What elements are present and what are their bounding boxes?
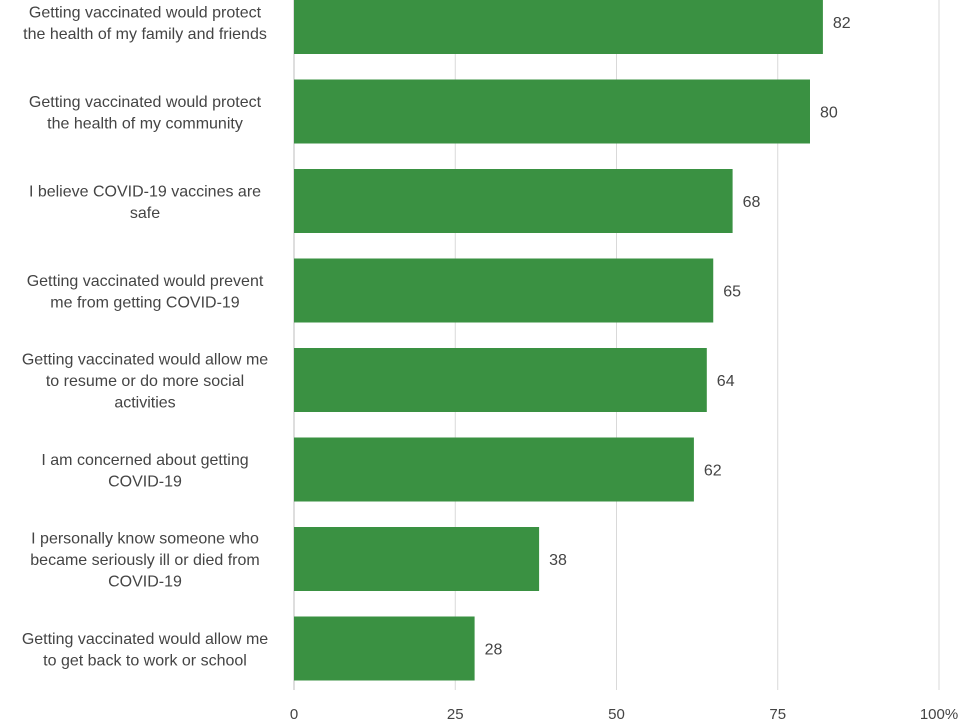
bar bbox=[294, 0, 823, 54]
value-label: 68 bbox=[743, 194, 761, 211]
category-label: activities bbox=[114, 395, 175, 412]
value-label: 62 bbox=[704, 463, 722, 480]
value-labels: 82 80 68 65 64 62 38 28 bbox=[485, 15, 851, 659]
value-label: 65 bbox=[723, 284, 741, 301]
x-tick-label: 75 bbox=[769, 706, 786, 720]
bar bbox=[294, 258, 714, 323]
category-label: Getting vaccinated would allow me bbox=[22, 352, 268, 369]
category-label: the health of my community bbox=[47, 115, 243, 132]
value-label: 64 bbox=[717, 373, 735, 390]
category-label: to get back to work or school bbox=[43, 652, 247, 669]
value-label: 28 bbox=[485, 642, 503, 659]
category-label: Getting vaccinated would allow me bbox=[22, 631, 268, 648]
bar bbox=[294, 437, 694, 502]
category-label: Getting vaccinated would prevent bbox=[27, 273, 264, 290]
bars bbox=[294, 0, 823, 681]
x-tick-label: 0 bbox=[290, 706, 298, 720]
bar bbox=[294, 79, 810, 144]
bar bbox=[294, 527, 540, 591]
x-tick-label: 25 bbox=[447, 706, 464, 720]
category-label: COVID-19 bbox=[108, 473, 182, 490]
value-label: 80 bbox=[820, 105, 838, 122]
category-label: to resume or do more social bbox=[46, 373, 244, 390]
x-tick-label: 100% bbox=[920, 706, 958, 720]
category-label: became seriously ill or died from bbox=[30, 552, 259, 569]
category-labels: Getting vaccinated would protect the heal… bbox=[22, 4, 268, 669]
category-label: the health of my family and friends bbox=[23, 26, 267, 43]
x-axis-ticks: 0 25 50 75 100% bbox=[290, 706, 958, 723]
category-label: I personally know someone who bbox=[31, 531, 259, 548]
category-label: Getting vaccinated would protect bbox=[29, 4, 262, 21]
x-tick-label: 50 bbox=[608, 706, 625, 720]
bar bbox=[294, 348, 707, 412]
category-label: COVID-19 bbox=[108, 574, 182, 591]
bar bbox=[294, 169, 733, 233]
value-label: 38 bbox=[549, 552, 567, 569]
category-label: I am concerned about getting bbox=[41, 452, 248, 469]
category-label: safe bbox=[130, 205, 160, 222]
bar bbox=[294, 616, 475, 681]
category-label: Getting vaccinated would protect bbox=[29, 94, 262, 111]
category-label: me from getting COVID-19 bbox=[50, 294, 240, 311]
category-label: I believe COVID-19 vaccines are bbox=[29, 183, 261, 200]
value-label: 82 bbox=[833, 15, 851, 32]
